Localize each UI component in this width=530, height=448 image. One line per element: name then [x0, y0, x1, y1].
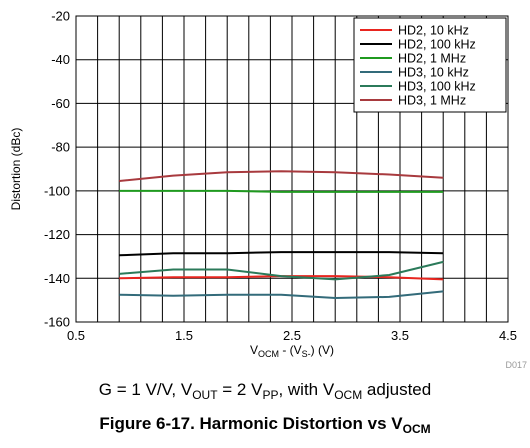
y-tick-label: -120 — [44, 227, 70, 242]
y-axis-label: Distortion (dBc) — [9, 128, 23, 211]
x-tick-label: 1.5 — [175, 328, 193, 343]
y-tick-label: -160 — [44, 315, 70, 330]
y-tick-label: -60 — [51, 96, 70, 111]
legend-entry: HD3, 1 MHz — [398, 94, 466, 108]
x-tick-labels: 0.5 1.5 2.5 3.5 4.5 — [67, 328, 517, 343]
y-tick-labels: -160 -140 -120 -100 -80 -60 -40 -20 — [44, 9, 70, 330]
legend-entry: HD2, 1 MHz — [398, 52, 466, 66]
figure-id: D017 — [505, 360, 527, 370]
x-tick-label: 2.5 — [283, 328, 301, 343]
series-lines — [119, 170, 444, 299]
y-tick-label: -140 — [44, 271, 70, 286]
y-tick-label: -20 — [51, 9, 70, 24]
x-tick-label: 3.5 — [391, 328, 409, 343]
test-conditions: G = 1 V/V, VOUT = 2 VPP, with VOCM adjus… — [98, 380, 432, 402]
x-tick-label: 0.5 — [67, 328, 85, 343]
series-line-5 — [119, 260, 444, 281]
y-tick-label: -80 — [51, 140, 70, 155]
grid — [76, 16, 508, 322]
legend-entry: HD3, 10 kHz — [398, 66, 469, 80]
legend-box — [353, 17, 507, 113]
legend-entry: HD3, 100 kHz — [398, 80, 476, 94]
series-line-3 — [119, 189, 444, 193]
y-tick-label: -40 — [51, 52, 70, 67]
x-tick-label: 4.5 — [499, 328, 517, 343]
series-line-4 — [119, 290, 444, 299]
plot-frame — [75, 15, 509, 323]
series-line-2 — [119, 251, 444, 257]
series-line-6 — [119, 170, 444, 182]
y-tick-label: -100 — [44, 183, 70, 198]
figure-caption: Figure 6-17. Harmonic Distortion vs VOCM — [99, 414, 431, 436]
harmonic-distortion-chart: -160 -140 -120 -100 -80 -60 -40 -20 0.5 1.5 2.5 3.… — [9, 9, 527, 371]
legend-entry: HD2, 10 kHz — [398, 24, 469, 38]
x-axis-label: VOCM - (VS-) (V) — [250, 343, 334, 359]
legend-entry: HD2, 100 kHz — [398, 38, 476, 52]
